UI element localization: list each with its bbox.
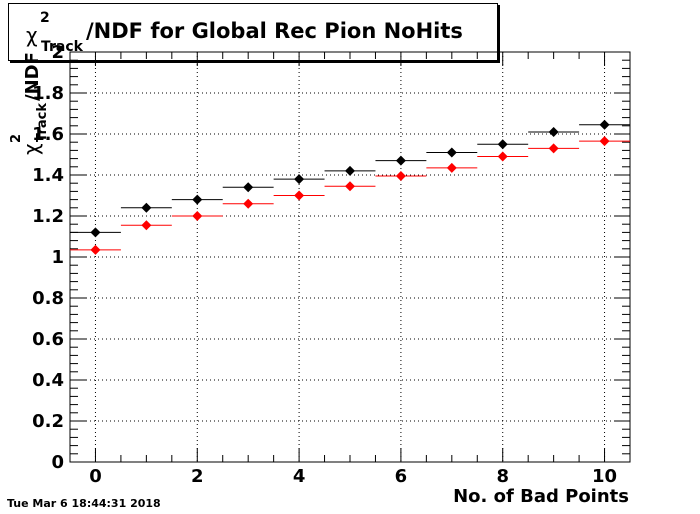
grid bbox=[70, 51, 630, 463]
y-label-subscript: Track bbox=[35, 103, 50, 142]
data-point bbox=[192, 194, 203, 205]
data-point bbox=[141, 202, 152, 213]
title-superscript: 2 bbox=[40, 10, 50, 26]
series-2 bbox=[70, 136, 630, 255]
series-group bbox=[70, 119, 630, 255]
y-tick-label: 1 bbox=[51, 247, 64, 268]
data-point bbox=[90, 244, 101, 255]
x-axis: 0 2 4 6 8 10 bbox=[69, 52, 631, 487]
y-label-symbol: χ bbox=[19, 143, 43, 155]
data-point bbox=[345, 165, 355, 176]
data-point bbox=[497, 139, 508, 150]
y-tick-label: 1.2 bbox=[32, 206, 64, 227]
data-point bbox=[446, 162, 457, 173]
title-symbol: χ bbox=[26, 23, 38, 47]
x-tick-label: 6 bbox=[395, 466, 408, 487]
y-tick-label: 1.6 bbox=[32, 124, 64, 145]
chart-title: χ 2 Track /NDF for Global Rec Pion NoHit… bbox=[26, 10, 463, 55]
title-text: /NDF for Global Rec Pion NoHits bbox=[86, 19, 463, 43]
timestamp: Tue Mar 6 18:44:31 2018 bbox=[7, 497, 161, 510]
y-tick-label: 2 bbox=[51, 42, 64, 63]
y-tick-label: 0.8 bbox=[32, 288, 64, 309]
title-box bbox=[8, 3, 498, 61]
data-point bbox=[548, 143, 559, 154]
x-tick-label: 8 bbox=[496, 466, 509, 487]
x-tick-label: 4 bbox=[293, 466, 306, 487]
data-point bbox=[548, 126, 559, 137]
x-tick-label: 2 bbox=[191, 466, 204, 487]
data-point bbox=[90, 227, 101, 238]
data-point bbox=[294, 174, 305, 185]
y-tick-label: 0.6 bbox=[32, 329, 64, 350]
y-tick-label: 0 bbox=[51, 452, 64, 473]
data-point bbox=[243, 182, 254, 193]
data-point bbox=[345, 181, 355, 192]
y-tick-label: 0.2 bbox=[32, 411, 64, 432]
y-tick-label: 1.8 bbox=[32, 83, 64, 104]
data-point bbox=[395, 155, 406, 166]
series-1 bbox=[70, 119, 630, 238]
x-tick-label: 0 bbox=[89, 466, 102, 487]
data-point bbox=[446, 147, 457, 158]
y-tick-label: 0.4 bbox=[32, 370, 64, 391]
data-point bbox=[243, 198, 254, 209]
y-label-suffix: /NDF bbox=[22, 52, 43, 101]
y-axis-label: χ 2 Track /NDF bbox=[9, 52, 50, 155]
title-subscript: Track bbox=[41, 39, 84, 55]
data-point bbox=[141, 220, 152, 231]
y-axis: 0 0.2 0.4 0.6 0.8 1 1.2 1.4 1.6 1.8 2 bbox=[32, 42, 630, 473]
data-point bbox=[497, 151, 508, 162]
data-point bbox=[192, 211, 203, 221]
data-point bbox=[294, 190, 305, 201]
data-point bbox=[395, 171, 406, 182]
data-point bbox=[599, 136, 610, 147]
y-label-superscript: 2 bbox=[9, 134, 24, 143]
data-point bbox=[599, 119, 610, 130]
x-axis-label: No. of Bad Points bbox=[453, 486, 629, 507]
x-tick-label: 10 bbox=[592, 466, 617, 487]
y-tick-label: 1.4 bbox=[32, 165, 64, 186]
